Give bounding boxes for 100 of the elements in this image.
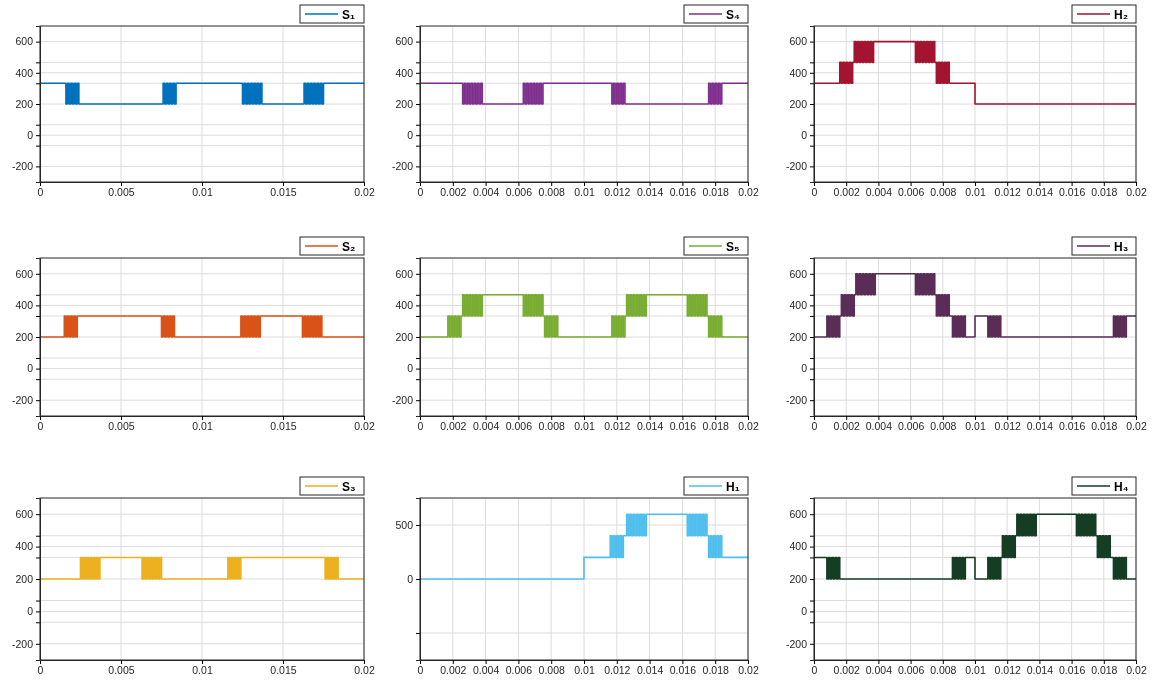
x-tick-label: 0.02	[738, 186, 759, 199]
y-tick-label: 600	[15, 35, 34, 48]
x-tick-label: 0.008	[538, 420, 565, 433]
x-tick-label: 0.014	[1026, 186, 1054, 199]
x-tick-label: 0.018	[1091, 664, 1118, 677]
x-tick-label: 0.008	[930, 186, 957, 199]
x-tick-label: 0	[417, 186, 424, 199]
x-tick-label: 0	[417, 664, 424, 677]
x-tick-label: 0.02	[738, 420, 759, 433]
y-tick-label: -200	[391, 160, 414, 173]
x-tick-label: 0.014	[636, 186, 664, 199]
x-tick-label: 0	[37, 186, 44, 199]
y-tick-label: -200	[785, 394, 808, 407]
x-tick-label: 0.02	[1126, 664, 1147, 677]
x-tick-label: 0.012	[994, 420, 1021, 433]
y-tick-label: 400	[15, 299, 34, 312]
y-tick-label: 400	[395, 66, 414, 79]
y-tick-label: 400	[789, 540, 808, 553]
y-tick-label: -200	[785, 637, 808, 650]
x-tick-label: 0.008	[930, 664, 957, 677]
x-tick-label: 0.015	[270, 420, 297, 433]
x-tick-label: 0.005	[108, 186, 135, 199]
y-tick-label: -200	[11, 160, 34, 173]
x-tick-label: 0.005	[108, 664, 135, 677]
y-tick-label: 200	[789, 97, 808, 110]
y-tick-label: 200	[15, 572, 34, 585]
y-tick-label: 0	[407, 362, 414, 375]
y-tick-label: 0	[801, 605, 808, 618]
x-tick-label: 0.012	[604, 420, 631, 433]
x-tick-label: 0.002	[833, 664, 860, 677]
x-tick-label: 0.002	[440, 186, 467, 199]
x-tick-label: 0.015	[270, 186, 297, 199]
x-tick-label: 0.006	[505, 186, 533, 199]
x-tick-label: 0.016	[1058, 186, 1086, 199]
legend-label: S₅	[726, 239, 740, 254]
x-tick-label: 0.016	[669, 420, 697, 433]
y-tick-label: 500	[395, 518, 414, 531]
x-tick-label: 0.002	[440, 420, 467, 433]
y-tick-label: 600	[15, 267, 34, 280]
y-tick-label: 200	[15, 330, 34, 343]
y-tick-label: 600	[15, 508, 34, 521]
x-tick-label: 0.01	[965, 420, 986, 433]
legend-label: H₄	[1114, 479, 1129, 494]
legend-label: S₃	[342, 479, 356, 494]
y-tick-label: 200	[395, 330, 414, 343]
x-tick-label: 0.01	[965, 664, 986, 677]
x-tick-label: 0.015	[270, 664, 297, 677]
x-tick-label: 0.018	[702, 186, 729, 199]
x-tick-label: 0.006	[897, 664, 925, 677]
y-tick-label: 200	[789, 572, 808, 585]
x-tick-label: 0.016	[669, 664, 697, 677]
y-tick-label: -200	[785, 160, 808, 173]
y-tick-label: 600	[395, 35, 414, 48]
x-tick-label: 0.02	[1126, 186, 1147, 199]
legend-label: S₄	[726, 7, 740, 22]
x-tick-label: 0.014	[1026, 664, 1054, 677]
y-tick-label: 600	[789, 35, 808, 48]
x-tick-label: 0.014	[1026, 420, 1054, 433]
x-tick-label: 0.01	[574, 186, 595, 199]
x-tick-label: 0.012	[604, 664, 631, 677]
x-tick-label: 0.02	[738, 664, 759, 677]
y-tick-label: 400	[395, 299, 414, 312]
x-tick-label: 0.006	[505, 420, 533, 433]
x-tick-label: 0.02	[354, 664, 375, 677]
x-tick-label: 0.002	[833, 420, 860, 433]
y-tick-label: -200	[11, 394, 34, 407]
y-tick-label: 0	[801, 362, 808, 375]
x-tick-label: 0.018	[1091, 186, 1118, 199]
y-tick-label: 400	[15, 540, 34, 553]
x-tick-label: 0.002	[833, 186, 860, 199]
x-tick-label: 0.018	[1091, 420, 1118, 433]
y-tick-label: 600	[395, 267, 414, 280]
x-tick-label: 0	[37, 420, 44, 433]
x-tick-label: 0	[811, 420, 818, 433]
x-tick-label: 0.02	[354, 186, 375, 199]
x-tick-label: 0.002	[440, 664, 467, 677]
x-tick-label: 0.008	[538, 186, 565, 199]
y-tick-label: 400	[789, 299, 808, 312]
x-tick-label: 0.006	[897, 420, 925, 433]
x-tick-label: 0.004	[472, 186, 500, 199]
x-tick-label: 0	[37, 664, 44, 677]
legend-label: H₃	[1114, 239, 1129, 254]
x-tick-label: 0.004	[472, 420, 500, 433]
x-tick-label: 0.006	[505, 664, 533, 677]
x-tick-label: 0.016	[669, 186, 697, 199]
x-tick-label: 0.014	[636, 664, 664, 677]
x-tick-label: 0.004	[472, 664, 500, 677]
x-tick-label: 0.008	[930, 420, 957, 433]
legend-label: H₂	[1114, 7, 1128, 22]
x-tick-label: 0.004	[865, 664, 893, 677]
x-tick-label: 0.01	[192, 186, 213, 199]
x-tick-label: 0.01	[574, 420, 595, 433]
x-tick-label: 0.018	[702, 664, 729, 677]
y-tick-label: -200	[11, 637, 34, 650]
y-tick-label: -200	[391, 394, 414, 407]
y-tick-label: 600	[789, 508, 808, 521]
y-tick-label: 200	[395, 97, 414, 110]
x-tick-label: 0.018	[702, 420, 729, 433]
y-tick-label: 0	[27, 129, 34, 142]
y-tick-label: 0	[27, 362, 34, 375]
